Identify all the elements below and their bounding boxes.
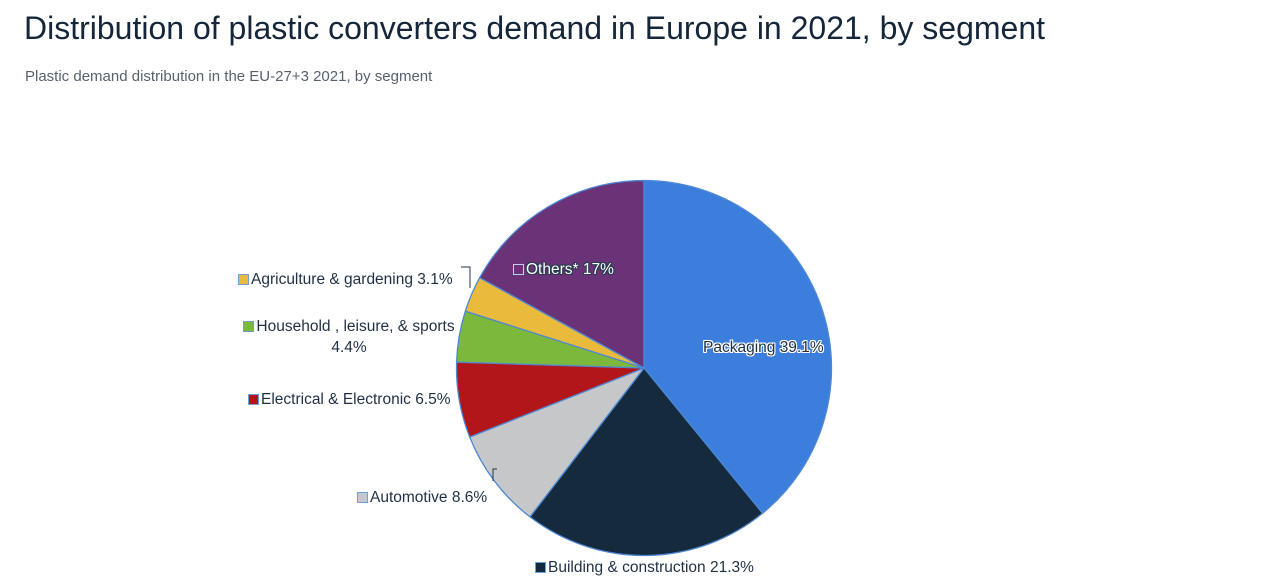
pie-slice-packaging[interactable]: [643, 179, 833, 514]
legend-swatch-building: [535, 562, 546, 573]
label-text: Agriculture & gardening 3.1%: [251, 271, 453, 288]
legend-swatch-agriculture: [238, 274, 249, 285]
pie-slice-automotive[interactable]: [469, 367, 645, 518]
legend-swatch-electrical: [248, 394, 259, 405]
legend-swatch-household: [243, 321, 255, 332]
label-text: Automotive 8.6%: [370, 489, 488, 506]
label-connector-automotive: [492, 468, 497, 481]
label-electrical-electronic: Electrical & Electronic 6.5%: [248, 390, 451, 410]
label-text: Household , leisure, & sports 4.4%: [256, 318, 455, 356]
pie-slices: [455, 179, 833, 557]
label-agriculture-gardening: Agriculture & gardening 3.1%: [238, 270, 453, 290]
label-automotive: Automotive 8.6%: [357, 488, 487, 508]
chart-title: Distribution of plastic converters deman…: [24, 10, 1045, 46]
label-text: Building & construction 21.3%: [548, 559, 754, 576]
pie-slice-others[interactable]: [479, 179, 645, 369]
label-others: Others* 17%: [513, 260, 614, 280]
label-text: Others* 17%: [526, 261, 614, 278]
legend-swatch-others: [513, 264, 524, 275]
legend-swatch-automotive: [357, 492, 368, 503]
label-household-leisure-sports: Household , leisure, & sports 4.4%: [233, 316, 465, 358]
label-text: Packaging 39.1%: [703, 339, 824, 356]
label-packaging: Packaging 39.1%: [703, 338, 824, 358]
label-building-construction: Building & construction 21.3%: [535, 558, 754, 578]
pie-slice-building-construction[interactable]: [529, 367, 764, 557]
label-text: Electrical & Electronic 6.5%: [261, 391, 451, 408]
label-connector-agriculture: [461, 266, 471, 288]
chart-subtitle: Plastic demand distribution in the EU-27…: [25, 68, 433, 85]
